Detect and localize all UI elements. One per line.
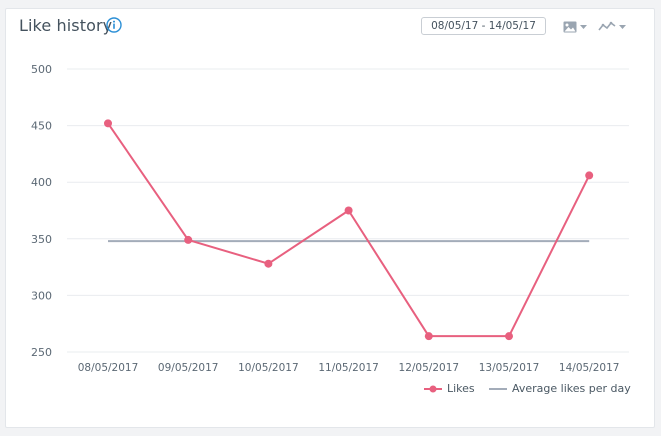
x-tick-label: 13/05/2017: [479, 362, 540, 374]
like-history-card: [5, 8, 655, 428]
info-icon[interactable]: [106, 17, 122, 33]
data-point-likes: [585, 171, 594, 180]
x-tick-label: 14/05/2017: [559, 362, 620, 374]
legend-label-average: Average likes per day: [512, 382, 631, 395]
legend-label-likes: Likes: [447, 382, 475, 395]
y-tick-label: 250: [31, 346, 52, 359]
legend-swatch-average: [489, 387, 507, 390]
x-tick-label: 10/05/2017: [238, 362, 299, 374]
data-point-likes: [264, 259, 273, 268]
y-tick-label: 500: [31, 63, 52, 76]
date-range-picker[interactable]: 08/05/17 - 14/05/17: [421, 17, 546, 35]
legend-item-average[interactable]: Average likes per day: [489, 382, 631, 395]
data-point-likes: [344, 206, 353, 215]
line-chart-icon: [598, 21, 616, 31]
legend-swatch-likes: [424, 385, 442, 392]
x-tick-label: 11/05/2017: [318, 362, 379, 374]
y-tick-label: 350: [31, 233, 52, 246]
date-range-label: 08/05/17 - 14/05/17: [431, 20, 536, 32]
image-icon: [563, 21, 577, 33]
chevron-down-icon: [580, 24, 587, 29]
y-tick-label: 450: [31, 120, 52, 133]
chevron-down-icon: [619, 24, 626, 29]
x-tick-label: 08/05/2017: [78, 362, 139, 374]
legend-item-likes[interactable]: Likes: [424, 382, 475, 395]
data-point-likes: [184, 235, 193, 244]
data-point-likes: [505, 332, 513, 341]
chart-type-dropdown[interactable]: [598, 19, 626, 35]
x-tick-label: 09/05/2017: [158, 362, 219, 374]
data-point-likes: [424, 332, 433, 341]
y-tick-label: 300: [31, 289, 52, 302]
chart-title: Like history: [19, 16, 113, 35]
x-tick-label: 12/05/2017: [399, 362, 460, 374]
y-tick-label: 400: [31, 176, 52, 189]
image-export-dropdown[interactable]: [563, 19, 587, 35]
series-line-likes: [107, 122, 591, 338]
data-point-likes: [104, 119, 112, 128]
